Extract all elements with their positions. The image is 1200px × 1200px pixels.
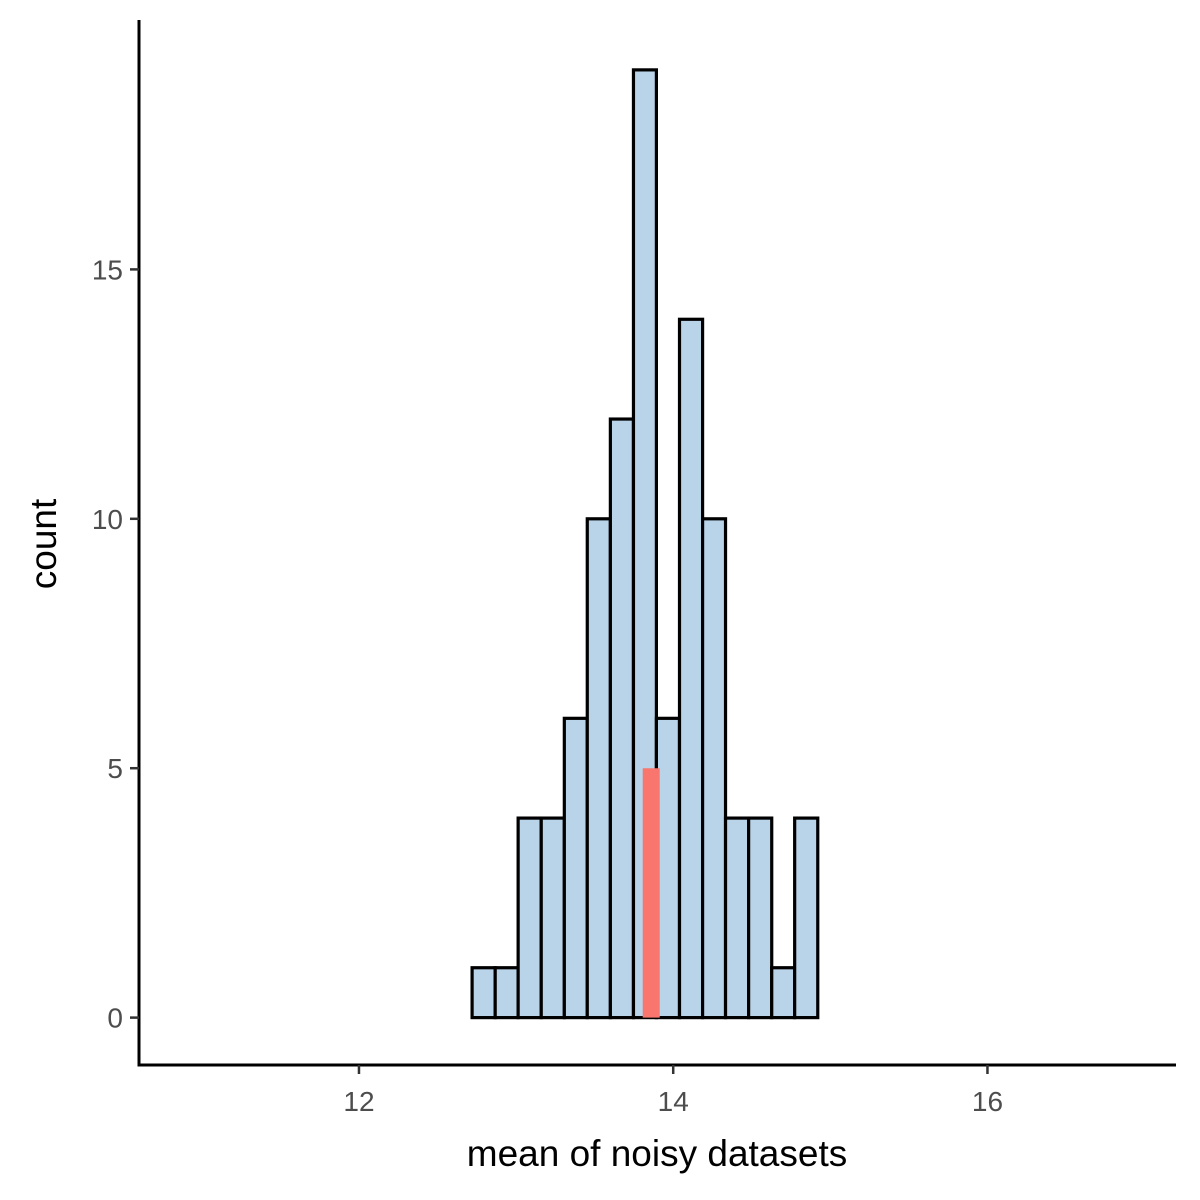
histogram-bar-11 [700,517,728,1020]
histogram-bar-13 [747,816,774,1020]
x-axis-title: mean of noisy datasets [467,1133,848,1174]
x-tick-label-16: 16 [972,1086,1003,1117]
y-tick-label-15: 15 [92,254,123,285]
histogram-bar-7 [608,417,636,1020]
ticks-layer: 0 5 10 15 12 14 16 [92,254,1003,1117]
y-tick-label-0: 0 [107,1003,123,1034]
y-axis-title: count [23,498,64,589]
histogram-bar-9 [654,716,682,1020]
x-tick-label-14: 14 [658,1086,689,1117]
histogram-bar-1 [470,966,497,1020]
histogram-bar-10 [677,317,705,1020]
histogram-bar-2 [493,966,520,1020]
bars-layer [470,68,820,1020]
histogram-bar-12 [723,816,751,1020]
histogram-bar-5 [562,716,589,1020]
y-tick-label-5: 5 [107,753,123,784]
axes-layer [137,20,1176,1067]
x-tick-label-12: 12 [343,1086,374,1117]
histogram-bar-3 [516,816,543,1020]
histogram-bar-14 [770,966,797,1020]
y-tick-label-10: 10 [92,504,123,535]
histogram-bar-15 [793,816,820,1020]
histogram-bar-4 [539,816,566,1020]
histogram-bar-6 [585,517,612,1020]
